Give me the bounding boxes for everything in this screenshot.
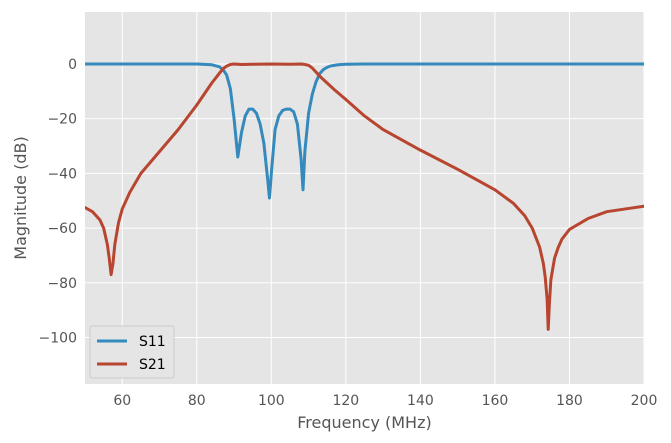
legend-label-s11: S11 (139, 334, 166, 350)
y-tick-label: −100 (39, 331, 77, 347)
x-axis-title: Frequency (MHz) (297, 413, 431, 432)
x-tick-label: 120 (332, 393, 359, 409)
x-tick-labels: 60 80 100 120 140 160 180 200 (113, 393, 657, 409)
series-layer (85, 62, 644, 331)
x-tick-label: 80 (188, 393, 206, 409)
y-tick-label: −80 (47, 276, 77, 292)
x-tick-label: 100 (258, 393, 285, 409)
y-tick-label: −40 (47, 166, 77, 182)
plot-background (85, 12, 644, 384)
series-line-s11 (85, 62, 644, 200)
x-tick-label: 60 (113, 393, 131, 409)
y-tick-label: 0 (68, 57, 77, 73)
x-tick-label: 140 (407, 393, 434, 409)
x-tick-label: 200 (631, 393, 658, 409)
legend-label-s21: S21 (139, 357, 166, 373)
series-line-s21 (85, 62, 644, 331)
x-tick-label: 180 (556, 393, 583, 409)
y-tick-labels: 0 −20 −40 −60 −80 −100 (39, 57, 77, 347)
y-tick-label: −60 (47, 221, 77, 237)
x-tick-label: 160 (482, 393, 509, 409)
y-axis-title: Magnitude (dB) (11, 136, 30, 259)
legend: S11 S21 (89, 325, 175, 379)
y-tick-label: −20 (47, 112, 77, 128)
